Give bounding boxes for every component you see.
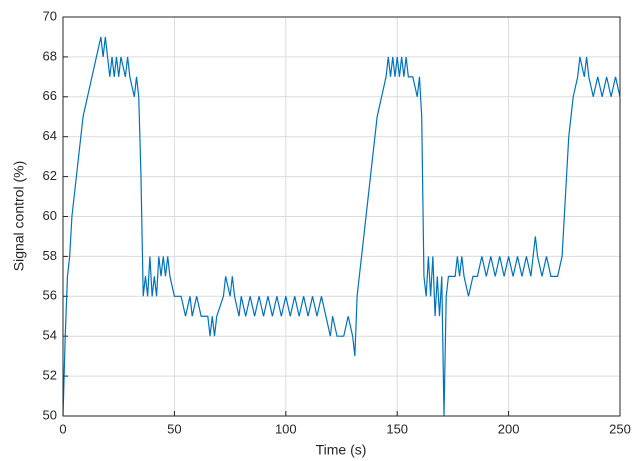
y-tick-label: 66 [43, 88, 57, 103]
y-tick-label: 64 [43, 128, 57, 143]
x-tick-label: 250 [609, 421, 631, 436]
y-tick-label: 56 [43, 288, 57, 303]
x-tick-label: 200 [498, 421, 520, 436]
y-tick-label: 58 [43, 248, 57, 263]
x-axis-label: Time (s) [316, 442, 367, 458]
y-axis-label: Signal control (%) [11, 161, 27, 272]
x-tick-label: 150 [386, 421, 408, 436]
y-tick-label: 50 [43, 407, 57, 422]
data-line [62, 36, 621, 417]
x-tick-label: 0 [59, 421, 66, 436]
y-tick-label: 52 [43, 368, 57, 383]
y-tick-label: 70 [43, 8, 57, 23]
y-tick-label: 54 [43, 328, 57, 343]
y-tick-label: 62 [43, 168, 57, 183]
x-tick-label: 100 [275, 421, 297, 436]
x-tick-label: 50 [167, 421, 181, 436]
y-tick-label: 68 [43, 48, 57, 63]
axes-frame [62, 16, 621, 417]
y-tick-label: 60 [43, 208, 57, 223]
marks [62, 36, 621, 417]
